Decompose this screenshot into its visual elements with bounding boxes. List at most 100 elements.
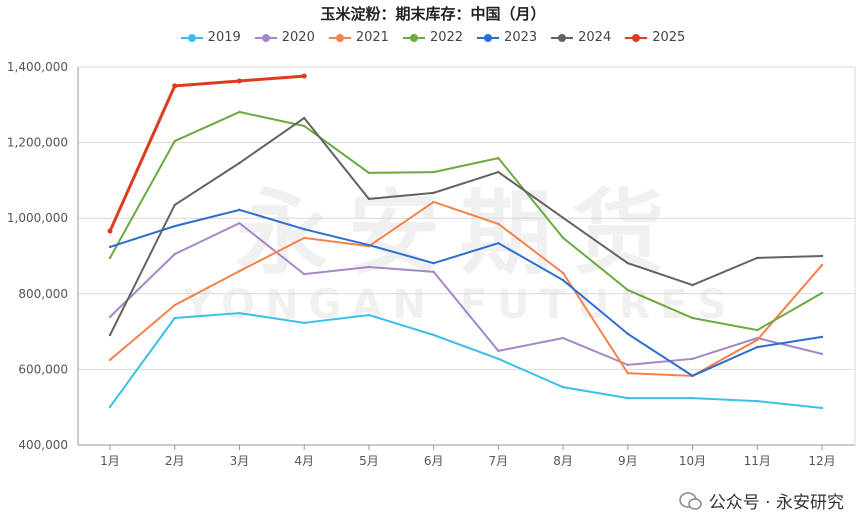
wechat-icon bbox=[679, 491, 702, 510]
data-point-2024 bbox=[691, 283, 694, 287]
watermark: 永安期货 YONGAN FUTURES bbox=[183, 180, 737, 328]
data-point-2019 bbox=[238, 311, 241, 315]
data-point-2024 bbox=[497, 170, 500, 174]
data-point-2020 bbox=[108, 315, 112, 319]
series-line-2020 bbox=[109, 221, 823, 366]
y-tick-label: 400,000 bbox=[18, 438, 68, 452]
series-2022 bbox=[108, 110, 824, 332]
data-point-2019 bbox=[497, 357, 500, 361]
data-point-2023 bbox=[238, 208, 241, 212]
legend-marker-icon bbox=[254, 33, 277, 42]
data-point-2023 bbox=[432, 261, 435, 265]
data-point-2024 bbox=[561, 216, 565, 220]
data-point-2020 bbox=[820, 352, 824, 356]
data-point-2020 bbox=[302, 272, 306, 276]
data-point-2019 bbox=[367, 313, 371, 317]
legend-marker-icon bbox=[477, 33, 500, 42]
series-2019 bbox=[108, 311, 824, 410]
x-tick-label: 6月 bbox=[424, 454, 444, 468]
x-tick-label: 12月 bbox=[808, 454, 835, 468]
legend-label: 2019 bbox=[207, 30, 241, 45]
data-point-2024 bbox=[626, 261, 630, 265]
legend-marker-icon bbox=[625, 33, 648, 42]
x-tick-label: 1月 bbox=[100, 454, 120, 468]
x-tick-label: 7月 bbox=[489, 454, 509, 468]
data-point-2024 bbox=[820, 254, 824, 258]
data-point-2020 bbox=[432, 270, 435, 274]
data-point-2021 bbox=[561, 271, 565, 275]
data-point-2023 bbox=[820, 335, 824, 339]
data-point-2023 bbox=[626, 332, 630, 336]
series-line-2024 bbox=[109, 116, 823, 336]
series-2025 bbox=[107, 73, 307, 234]
data-point-2020 bbox=[497, 349, 500, 353]
data-point-2023 bbox=[691, 374, 694, 378]
legend-marker-icon bbox=[328, 33, 351, 42]
data-point-2021 bbox=[173, 303, 176, 307]
data-point-2022 bbox=[497, 156, 500, 160]
data-point-2019 bbox=[756, 399, 759, 403]
data-point-2024 bbox=[367, 197, 371, 201]
legend-label: 2022 bbox=[429, 30, 464, 45]
series-line-2025 bbox=[108, 74, 305, 232]
data-point-2024 bbox=[238, 161, 241, 165]
data-point-2020 bbox=[561, 336, 565, 340]
data-point-2019 bbox=[691, 396, 694, 400]
data-point-2020 bbox=[367, 265, 371, 269]
legend-label: 2024 bbox=[578, 30, 612, 45]
x-tick-label: 5月 bbox=[359, 454, 379, 468]
series-2021 bbox=[108, 200, 824, 378]
y-tick-label: 1,400,000 bbox=[7, 60, 68, 74]
x-tick-label: 9月 bbox=[618, 454, 638, 468]
series-2020 bbox=[108, 221, 824, 367]
data-point-2025 bbox=[172, 83, 178, 89]
legend-item-2024[interactable]: 2024 bbox=[551, 30, 611, 45]
footer: 公众号 · 永安研究 bbox=[679, 488, 844, 513]
watermark-cn: 永安期货 bbox=[236, 180, 684, 287]
data-point-2023 bbox=[173, 224, 176, 228]
data-point-2021 bbox=[820, 263, 824, 267]
data-point-2022 bbox=[756, 328, 759, 332]
series-line-2021 bbox=[109, 200, 823, 377]
legend-item-2025[interactable]: 2025 bbox=[625, 30, 685, 45]
series-2024 bbox=[108, 116, 824, 337]
data-point-2023 bbox=[302, 227, 306, 231]
data-point-2022 bbox=[302, 124, 306, 128]
data-point-2020 bbox=[691, 357, 694, 361]
legend-label: 2021 bbox=[355, 30, 389, 45]
data-point-2020 bbox=[173, 252, 176, 256]
data-point-2021 bbox=[302, 236, 306, 240]
series-2023 bbox=[108, 208, 824, 378]
data-point-2023 bbox=[367, 243, 371, 247]
watermark-en: YONGAN FUTURES bbox=[183, 282, 737, 328]
data-point-2022 bbox=[691, 316, 694, 320]
data-point-2024 bbox=[432, 191, 435, 195]
data-point-2023 bbox=[561, 278, 565, 282]
legend-marker-icon bbox=[551, 33, 574, 42]
legend: 2019 2020 2021 2022 2023 2024 2025 bbox=[0, 30, 866, 45]
data-point-2020 bbox=[626, 363, 630, 367]
series-line-2019 bbox=[109, 312, 823, 409]
y-tick-label: 1,000,000 bbox=[7, 211, 68, 225]
data-point-2019 bbox=[561, 385, 565, 389]
data-point-2024 bbox=[173, 203, 176, 207]
legend-item-2019[interactable]: 2019 bbox=[180, 30, 241, 45]
series-line-2022 bbox=[109, 110, 823, 332]
data-point-2024 bbox=[108, 333, 112, 337]
data-point-2019 bbox=[432, 333, 435, 337]
legend-item-2023[interactable]: 2023 bbox=[477, 30, 537, 45]
footer-text: 公众号 · 永安研究 bbox=[708, 493, 844, 513]
data-point-2023 bbox=[497, 241, 500, 245]
legend-item-2022[interactable]: 2022 bbox=[402, 30, 464, 45]
legend-item-2021[interactable]: 2021 bbox=[328, 30, 389, 45]
legend-label: 2025 bbox=[652, 30, 686, 45]
data-point-2025 bbox=[107, 228, 113, 234]
legend-item-2020[interactable]: 2020 bbox=[254, 30, 315, 45]
data-point-2024 bbox=[302, 116, 306, 120]
y-tick-label: 600,000 bbox=[18, 362, 68, 376]
data-point-2022 bbox=[820, 291, 824, 295]
data-point-2022 bbox=[626, 288, 630, 292]
data-point-2019 bbox=[173, 316, 176, 320]
data-point-2021 bbox=[756, 338, 759, 342]
